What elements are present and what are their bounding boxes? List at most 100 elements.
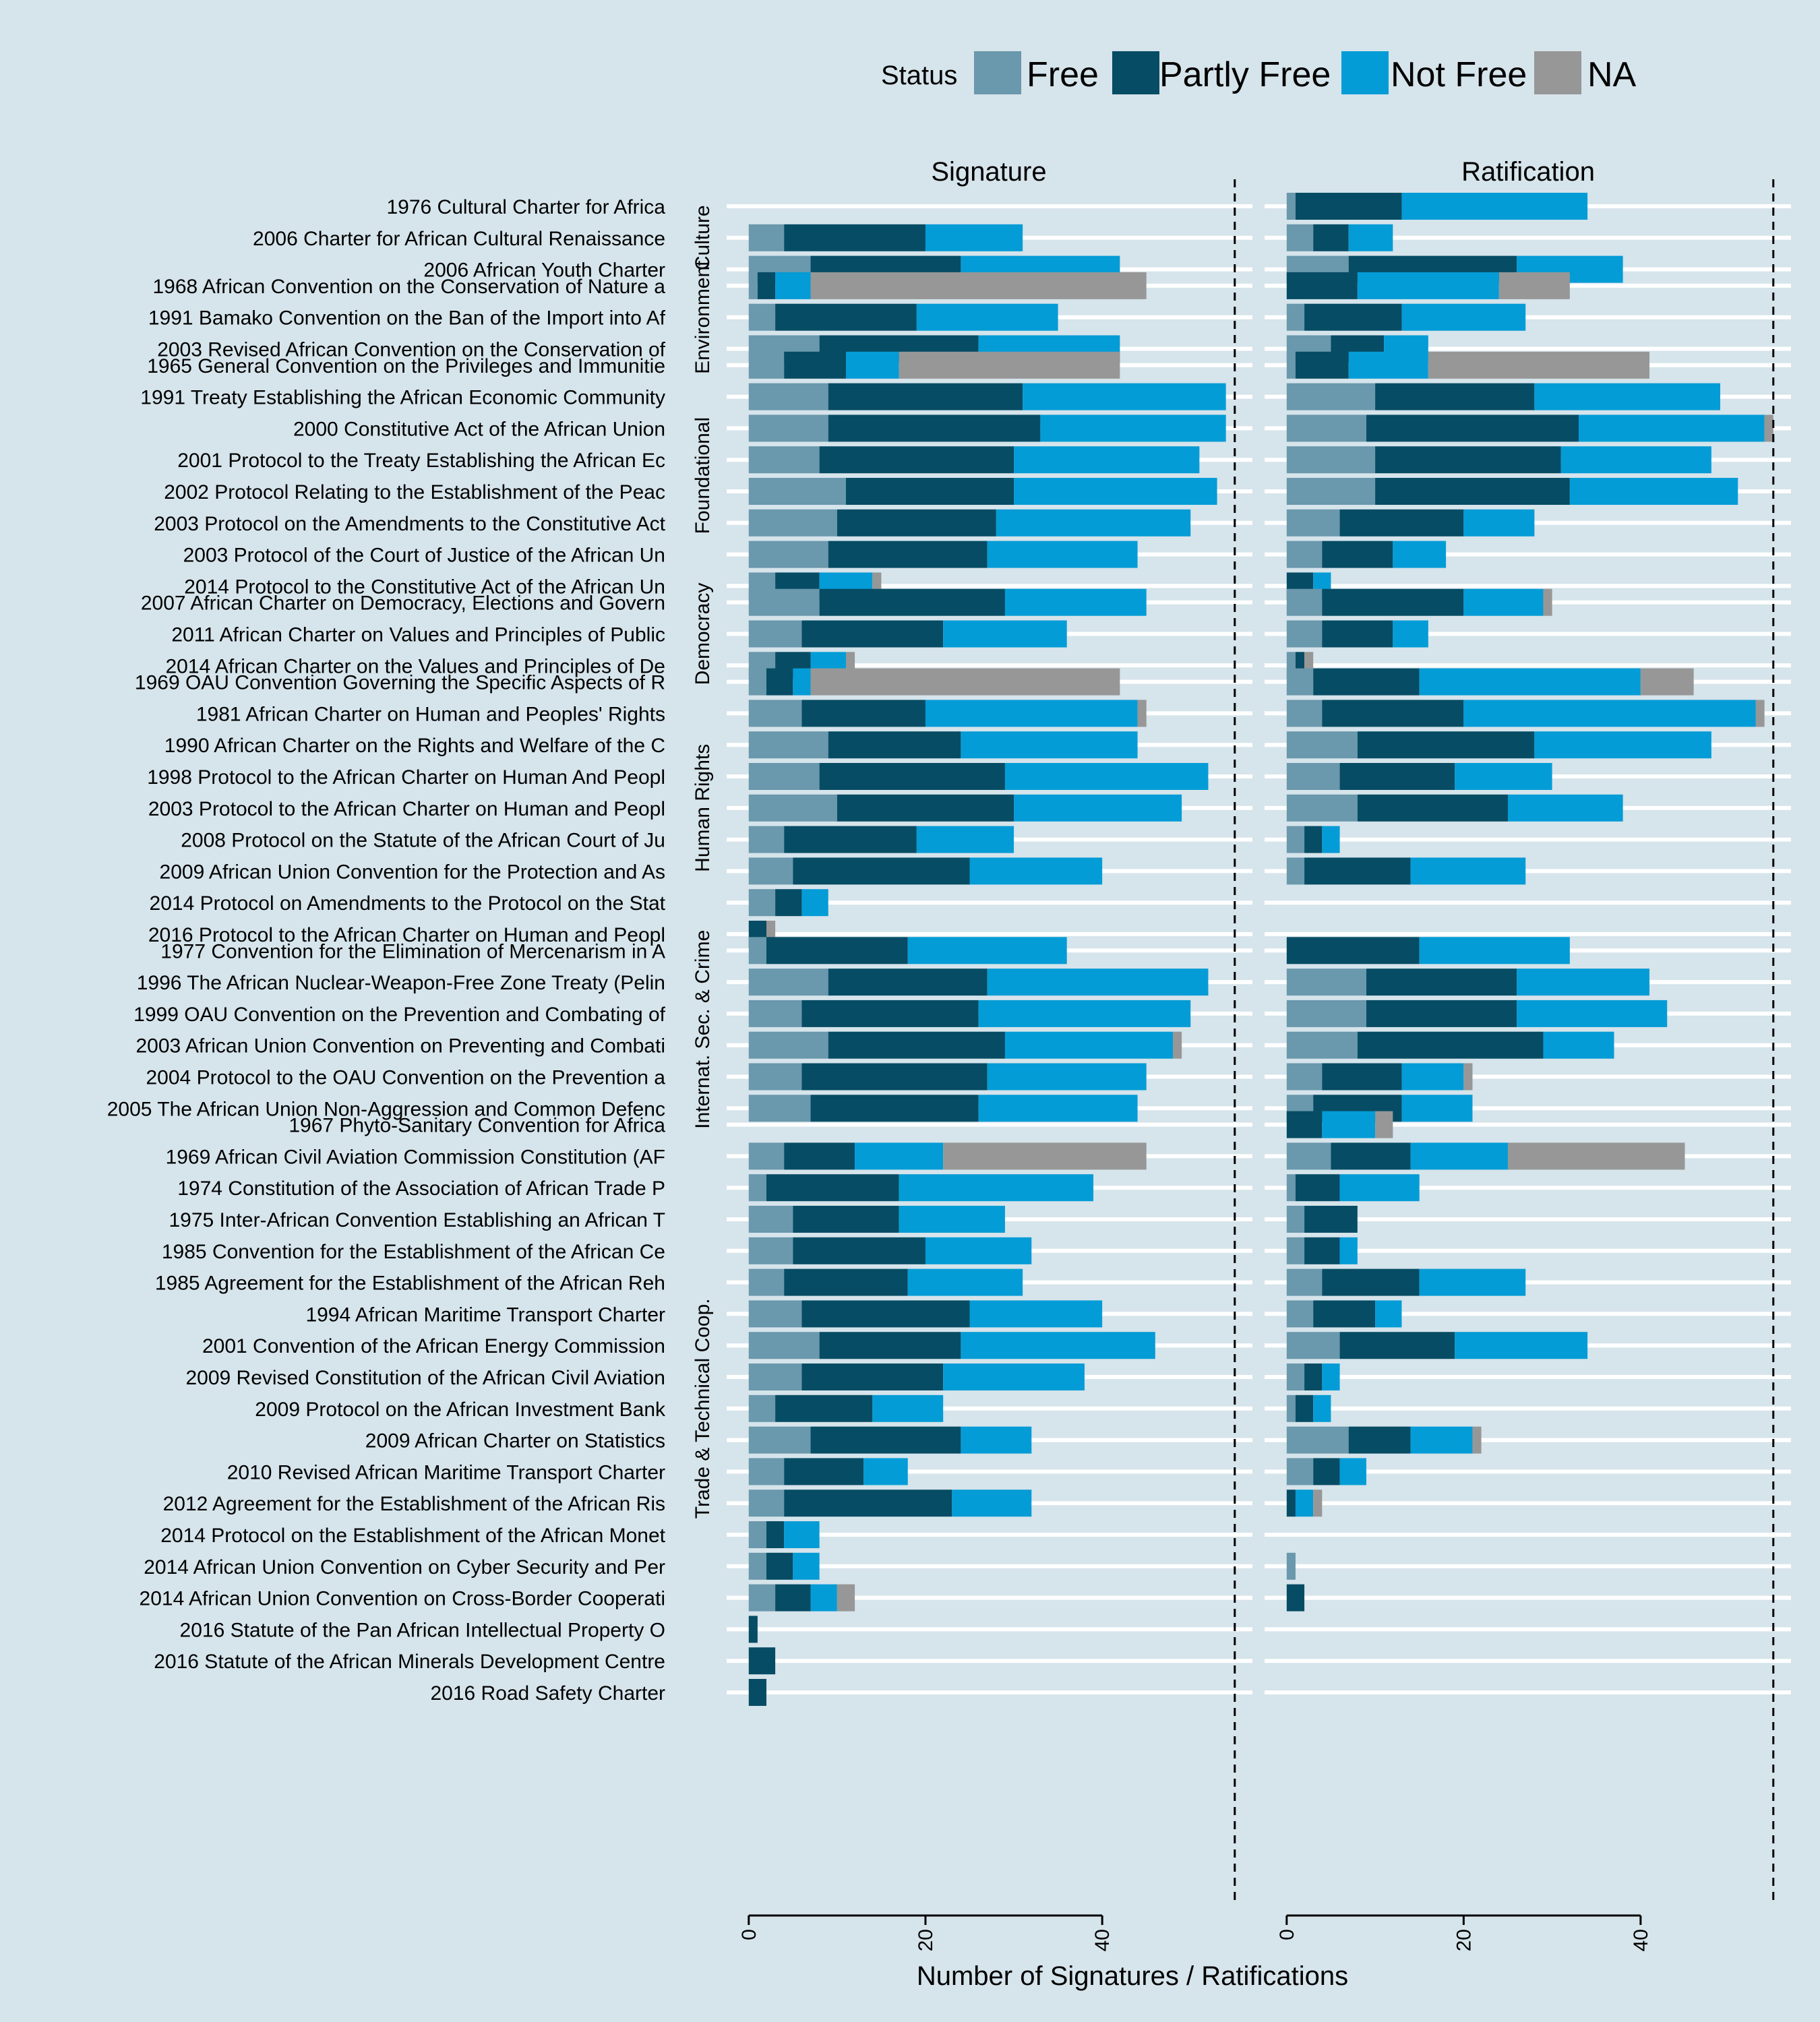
treaty-label: 1976 Cultural Charter for Africa: [386, 196, 665, 218]
bar-segment-sig-free: [748, 272, 758, 299]
bar-segment-rat-partly-free: [1322, 1063, 1402, 1091]
bar-segment-sig-partly-free: [819, 1332, 961, 1359]
bar-segment-rat-partly-free: [1357, 731, 1535, 759]
bar-segment-rat-not-free: [1313, 1395, 1331, 1422]
treaty-label: 2016 Protocol to the African Charter on …: [148, 924, 665, 946]
bar-segment-sig-free: [748, 303, 776, 331]
bar-segment-rat-partly-free: [1295, 193, 1402, 220]
bar-segment-rat-partly-free: [1331, 1142, 1411, 1170]
bar-segment-sig-free: [748, 731, 828, 759]
bar-segment-rat-free: [1286, 1063, 1323, 1091]
bar-segment-sig-partly-free: [748, 1647, 776, 1675]
bar-segment-sig-not-free: [845, 351, 899, 379]
treaty-label: 1977 Convention for the Elimination of M…: [160, 940, 665, 962]
bar-segment-rat-partly-free: [1366, 969, 1517, 996]
bar-segment-rat-na: [1755, 700, 1765, 727]
treaty-label: 1969 African Civil Aviation Commission C…: [166, 1146, 665, 1168]
bar-segment-sig-not-free: [1014, 446, 1200, 474]
bar-segment-sig-not-free: [943, 1364, 1085, 1390]
bar-segment-sig-partly-free: [801, 1364, 944, 1390]
bar-segment-rat-not-free: [1410, 857, 1526, 885]
legend-swatch-na: [1534, 51, 1581, 94]
bar-segment-sig-free: [748, 1426, 811, 1454]
bar-segment-rat-free: [1286, 383, 1376, 410]
bar-segment-sig-free: [748, 1458, 785, 1485]
treaty-label: 2003 Protocol on the Amendments to the C…: [154, 513, 665, 535]
bar-segment-rat-partly-free: [1339, 763, 1455, 790]
bar-segment-rat-not-free: [1410, 1142, 1508, 1170]
bar-segment-sig-free: [748, 969, 828, 996]
bar-segment-sig-partly-free: [810, 1426, 961, 1454]
bar-segment-sig-not-free: [978, 1095, 1138, 1122]
bar-segment-rat-not-free: [1463, 509, 1535, 537]
bar-segment-rat-not-free: [1517, 1000, 1668, 1027]
bar-segment-sig-free: [748, 1174, 766, 1202]
bar-segment-rat-partly-free: [1304, 857, 1411, 885]
bar-segment-sig-partly-free: [775, 303, 917, 331]
bar-segment-sig-not-free: [872, 1395, 944, 1422]
bar-segment-sig-partly-free: [775, 1395, 873, 1422]
bar-segment-sig-partly-free: [784, 224, 926, 251]
bar-segment-sig-na: [1137, 700, 1147, 727]
bar-segment-rat-not-free: [1357, 272, 1499, 299]
group-label: Internat. Sec. & Crime: [692, 930, 714, 1129]
treaty-label: 2001 Convention of the African Energy Co…: [202, 1335, 665, 1357]
bar-segment-sig-not-free: [1040, 415, 1226, 442]
bar-segment-rat-free: [1286, 478, 1376, 505]
bar-segment-sig-not-free: [1004, 763, 1209, 790]
bar-segment-rat-free: [1286, 620, 1323, 648]
bar-segment-sig-partly-free: [784, 1142, 855, 1170]
x-tick-label: 0: [738, 1929, 760, 1940]
x-axis-title: Number of Signatures / Ratifications: [917, 1961, 1348, 1991]
bar-segment-sig-partly-free: [748, 1679, 766, 1706]
legend-label-na: NA: [1587, 55, 1637, 94]
bar-segment-rat-not-free: [1348, 224, 1393, 251]
bar-segment-rat-not-free: [1295, 1490, 1314, 1517]
bar-segment-rat-na: [1640, 668, 1694, 696]
bar-segment-rat-partly-free: [1304, 1237, 1340, 1264]
bar-segment-rat-na: [1507, 1142, 1685, 1170]
bar-segment-sig-not-free: [899, 1206, 1005, 1233]
treaty-label: 2014 Protocol to the Constitutive Act of…: [184, 576, 665, 598]
bar-segment-rat-partly-free: [1313, 1458, 1340, 1485]
bar-segment-sig-free: [748, 1332, 820, 1359]
bar-segment-sig-partly-free: [793, 857, 970, 885]
bar-segment-sig-partly-free: [766, 668, 793, 696]
bar-segment-sig-partly-free: [845, 478, 1014, 505]
treaty-label: 2010 Revised African Maritime Transport …: [227, 1461, 665, 1483]
bar-segment-rat-not-free: [1455, 1332, 1588, 1359]
bar-segment-rat-na: [1764, 415, 1773, 442]
bar-segment-rat-free: [1286, 1458, 1314, 1485]
bar-segment-sig-not-free: [810, 1584, 837, 1612]
bar-segment-rat-partly-free: [1295, 351, 1349, 379]
treaty-label: 2014 Protocol on Amendments to the Proto…: [150, 892, 666, 915]
bar-segment-rat-free: [1286, 857, 1305, 885]
bar-segment-rat-partly-free: [1286, 1584, 1305, 1612]
treaty-label: 2000 Constitutive Act of the African Uni…: [293, 418, 665, 440]
bar-segment-sig-partly-free: [801, 1300, 970, 1328]
bar-segment-sig-free: [748, 588, 820, 616]
bar-segment-sig-free: [748, 541, 828, 568]
treaty-label: 1990 African Charter on the Rights and W…: [164, 735, 665, 757]
bar-segment-sig-not-free: [855, 1142, 944, 1170]
bar-segment-sig-free: [748, 1095, 811, 1122]
bar-segment-rat-not-free: [1517, 969, 1649, 996]
bar-segment-rat-free: [1286, 509, 1340, 537]
bar-segment-rat-not-free: [1463, 588, 1544, 616]
bar-segment-sig-not-free: [952, 1490, 1032, 1517]
legend-swatch-partly-free: [1112, 51, 1159, 94]
bar-segment-rat-partly-free: [1304, 303, 1402, 331]
bar-segment-rat-partly-free: [1357, 1031, 1544, 1059]
legend-label-free: Free: [1027, 55, 1099, 94]
bar-segment-sig-partly-free: [828, 415, 1041, 442]
bar-segment-rat-partly-free: [1304, 1364, 1323, 1390]
legend-swatch-free: [974, 51, 1021, 94]
bar-segment-sig-partly-free: [793, 1206, 899, 1233]
bar-segment-rat-not-free: [1578, 415, 1765, 442]
bar-segment-sig-not-free: [907, 1268, 1023, 1296]
x-tick-label: 20: [915, 1929, 937, 1951]
bar-segment-sig-free: [748, 668, 766, 696]
legend: Status Free Partly Free Not Free NA: [881, 51, 1637, 94]
bar-segment-rat-not-free: [1393, 620, 1428, 648]
